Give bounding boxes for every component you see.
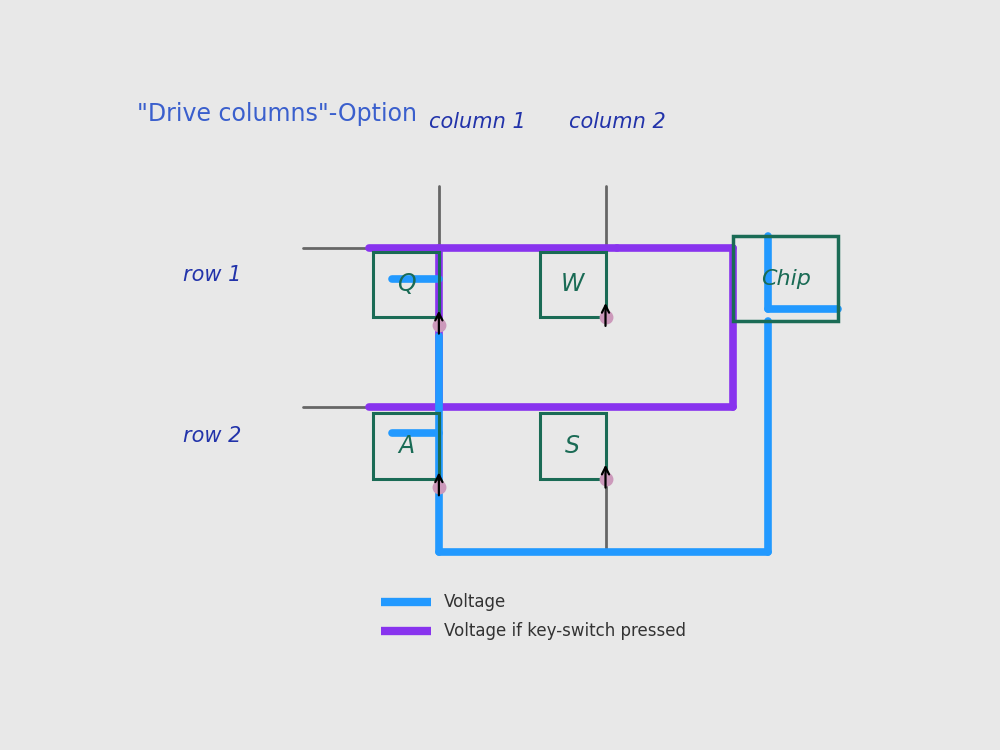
Text: "Drive columns"-Option: "Drive columns"-Option [137, 101, 417, 125]
Text: A: A [398, 434, 414, 458]
Text: column 1: column 1 [429, 112, 526, 132]
Bar [540, 252, 606, 317]
Bar [540, 413, 606, 478]
Text: Q: Q [397, 272, 415, 296]
Text: W: W [561, 272, 584, 296]
Text: row 2: row 2 [183, 427, 242, 446]
Text: column 2: column 2 [569, 112, 666, 132]
Text: row 1: row 1 [183, 265, 242, 285]
Text: S: S [565, 434, 580, 458]
Text: Chip: Chip [761, 268, 811, 289]
Text: Voltage: Voltage [444, 593, 507, 611]
Text: Voltage if key-switch pressed: Voltage if key-switch pressed [444, 622, 686, 640]
Bar [373, 413, 439, 478]
Bar [733, 236, 838, 321]
Bar [373, 252, 439, 317]
